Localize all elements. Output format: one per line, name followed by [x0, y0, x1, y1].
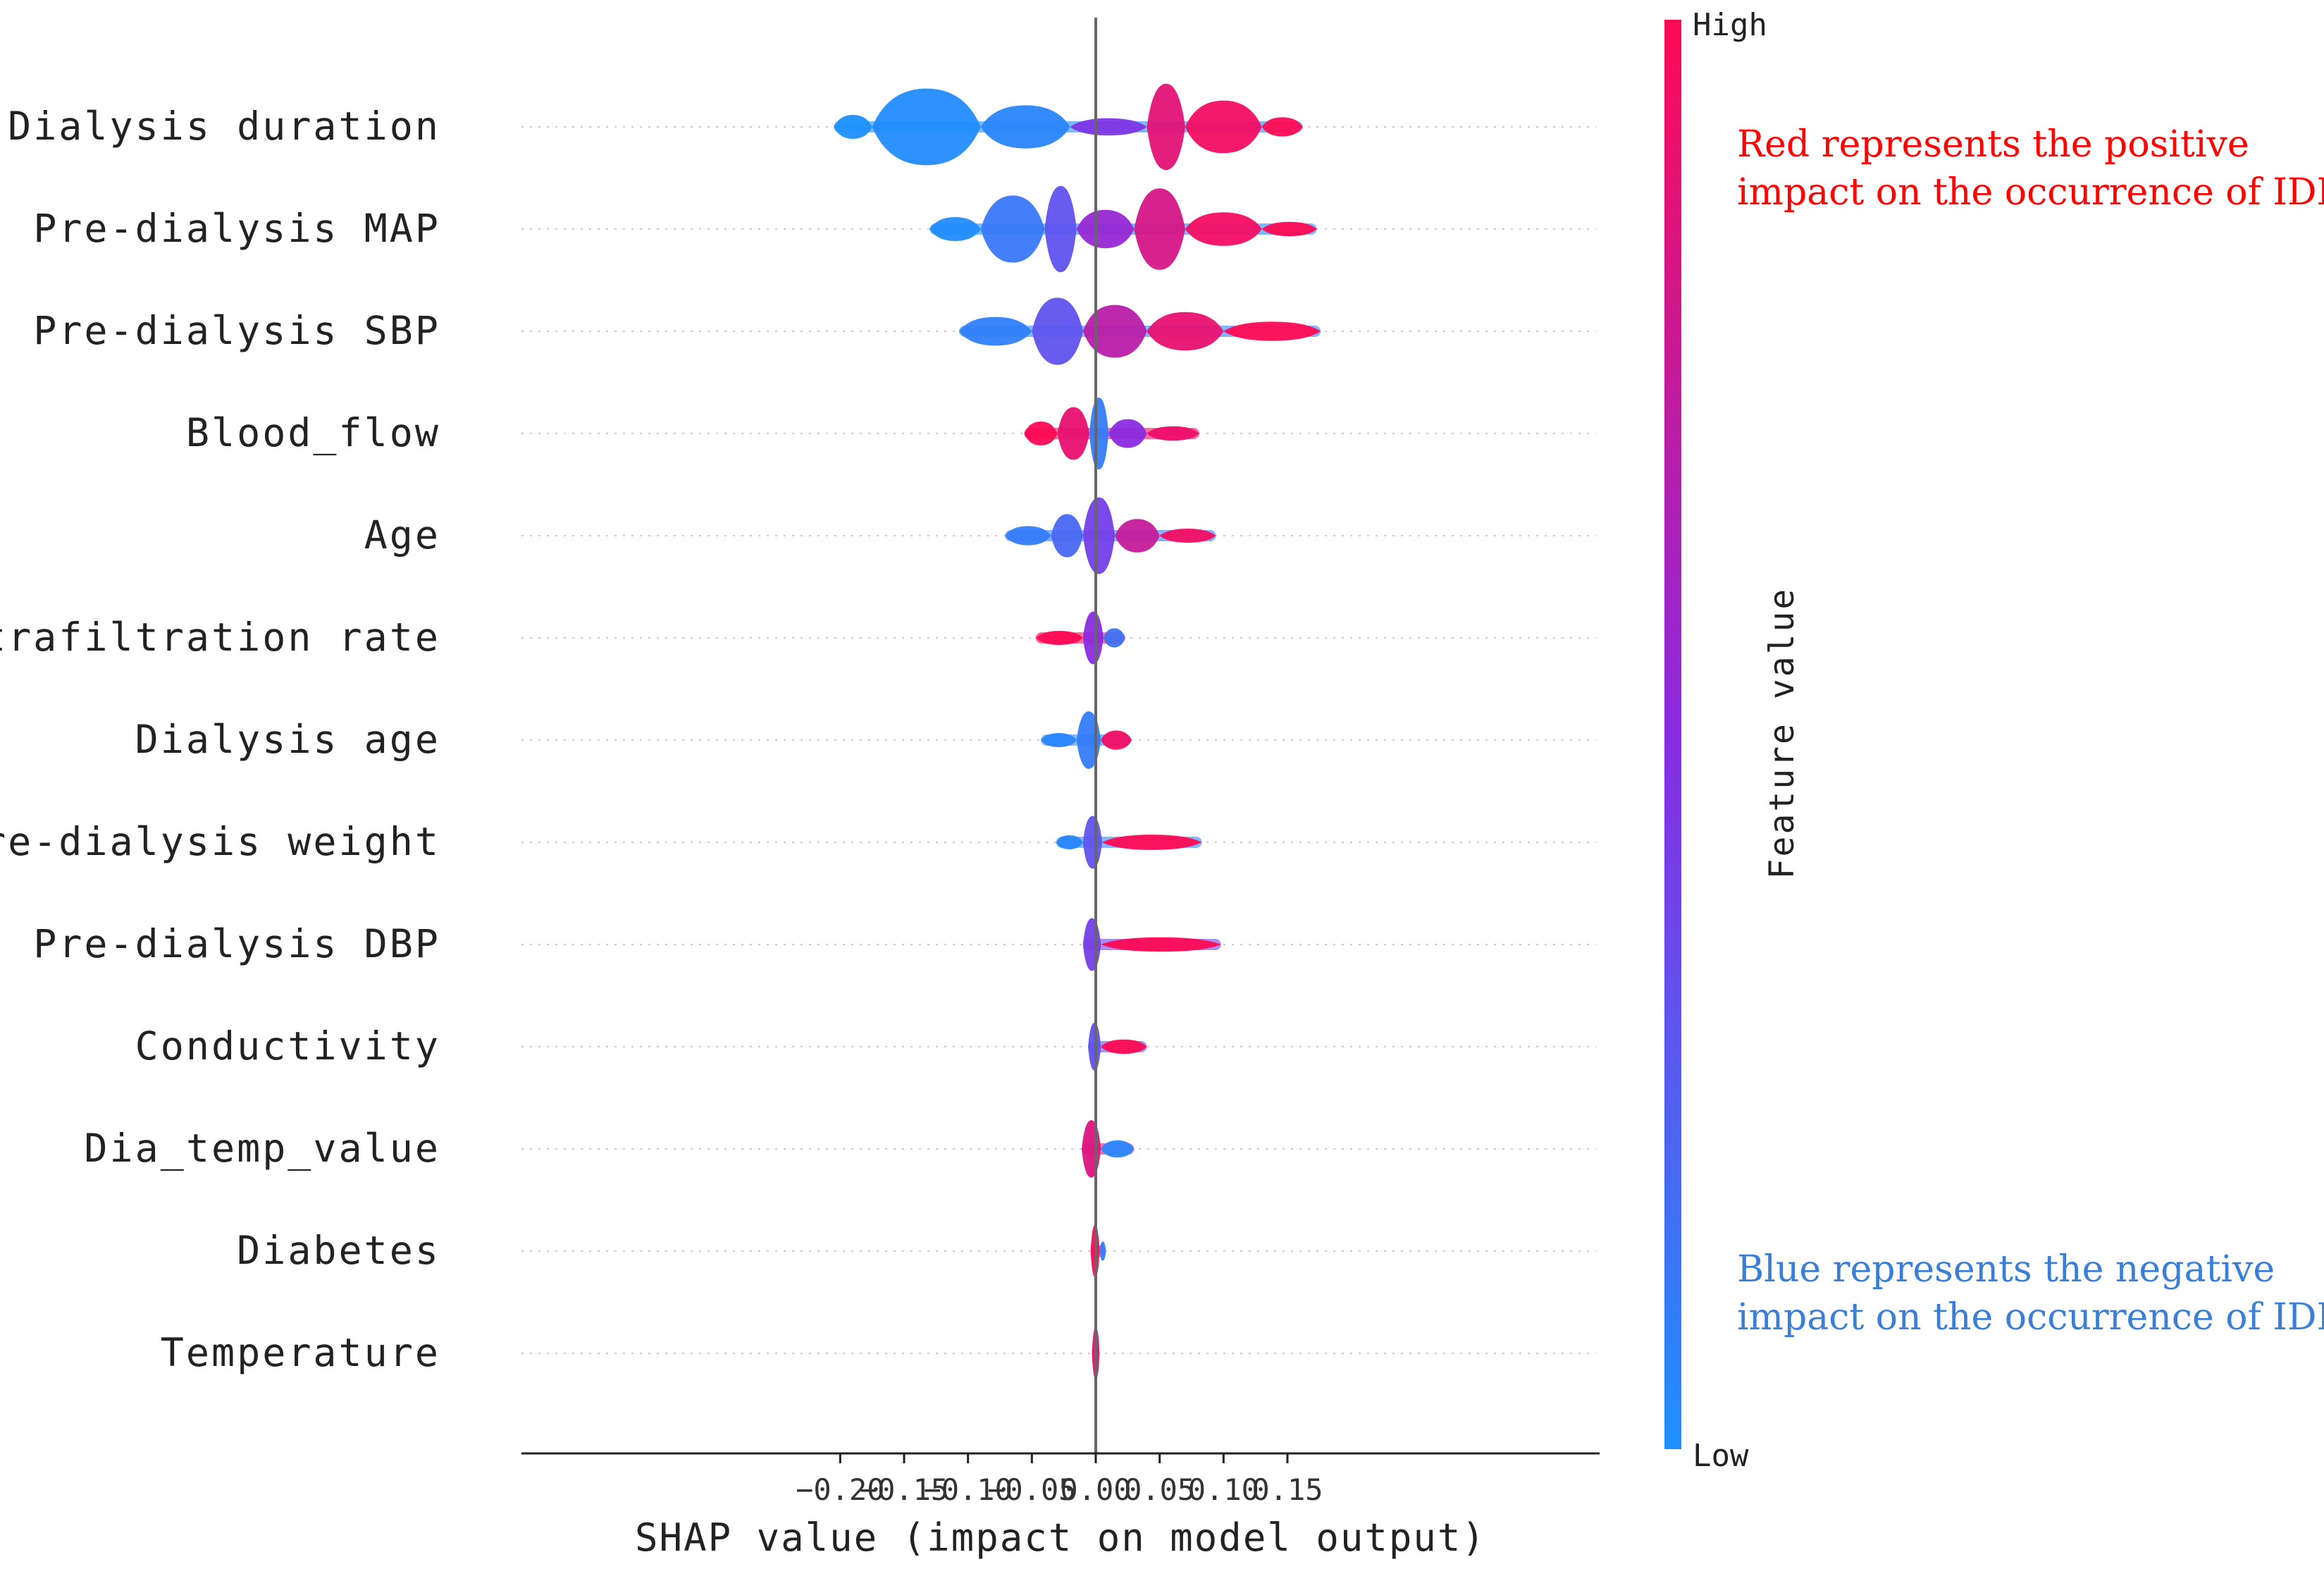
feature-label-pre-dialysis-weight: Pre-dialysis weight: [0, 819, 440, 864]
feature-label-pre-dialysis-dbp: Pre-dialysis DBP: [33, 921, 440, 966]
feature-gridlines: [521, 126, 1596, 1354]
feature-label-dialysis-age: Dialysis age: [135, 717, 440, 762]
colorbar-low-label: Low: [1693, 1438, 1749, 1474]
swarm-dialysis-age: [1041, 711, 1132, 769]
swarm-pre-dialysis-map: [929, 185, 1317, 273]
feature-label-blood-flow: Blood_flow: [186, 410, 440, 455]
swarm-segment-dialysis-duration-0: [834, 115, 872, 139]
swarm-segment-ultrafiltration-rate-1: [1082, 611, 1104, 665]
swarm-segment-age-2: [1082, 497, 1115, 574]
swarm-segment-dialysis-duration-3: [1070, 118, 1147, 136]
x-tick-label: 0.10: [1188, 1472, 1259, 1507]
negative-annotation-line-1: Blue represents the negative: [1737, 1248, 2275, 1291]
beeswarm-layer: [834, 83, 1321, 1380]
feature-label-diabetes: Diabetes: [237, 1228, 440, 1273]
swarm-segment-conductivity-1: [1101, 1039, 1147, 1054]
swarm-segment-pre-dialysis-map-0: [929, 217, 981, 241]
feature-label-conductivity: Conductivity: [135, 1023, 440, 1069]
swarm-segment-ultrafiltration-rate-0: [1035, 631, 1083, 645]
x-axis-title: SHAP value (impact on model output): [635, 1515, 1486, 1560]
swarm-segment-blood-flow-2: [1089, 398, 1109, 469]
swarm-segment-age-1: [1051, 514, 1083, 558]
swarm-ultrafiltration-rate: [1035, 611, 1125, 665]
swarm-segment-pre-dialysis-weight-1: [1082, 816, 1103, 869]
negative-annotation-line-2: impact on the occurrence of IDH: [1737, 1296, 2324, 1339]
x-tick-label: 0.05: [1124, 1472, 1195, 1507]
swarm-segment-blood-flow-1: [1057, 407, 1089, 460]
swarm-segment-dialysis-age-1: [1076, 711, 1101, 769]
swarm-blood-flow: [1024, 398, 1199, 469]
x-tick-label: −0.10: [923, 1472, 1012, 1507]
swarm-segment-dialysis-duration-4: [1146, 83, 1185, 171]
swarm-segment-pre-dialysis-weight-2: [1102, 835, 1202, 850]
swarm-segment-diabetes-1: [1099, 1241, 1106, 1261]
feature-label-dialysis-duration: Dialysis duration: [8, 104, 440, 149]
swarm-segment-dia-temp-value-0: [1082, 1120, 1101, 1178]
swarm-pre-dialysis-dbp: [1082, 918, 1221, 971]
swarm-segment-age-0: [1005, 526, 1051, 546]
swarm-dialysis-duration: [834, 83, 1303, 171]
swarm-segment-dialysis-age-2: [1101, 730, 1132, 750]
feature-label-temperature: Temperature: [161, 1330, 440, 1375]
swarm-age: [1005, 497, 1216, 574]
colorbar-high-label: High: [1693, 7, 1767, 43]
positive-annotation-line-1: Red represents the positive: [1737, 123, 2249, 166]
swarm-segment-age-4: [1159, 529, 1216, 543]
colorbar-title: Feature value: [1762, 587, 1802, 880]
swarm-segment-pre-dialysis-weight-0: [1056, 835, 1083, 849]
swarm-segment-dialysis-duration-1: [872, 88, 981, 166]
swarm-segment-pre-dialysis-map-2: [1044, 185, 1077, 273]
swarm-segment-pre-dialysis-dbp-0: [1082, 918, 1101, 971]
swarm-segment-pre-dialysis-map-6: [1261, 221, 1317, 237]
x-tick-label: 0.15: [1251, 1472, 1323, 1507]
swarm-segment-pre-dialysis-map-5: [1185, 212, 1262, 246]
swarm-segment-ultrafiltration-rate-2: [1103, 628, 1125, 648]
feature-labels: Dialysis duration Pre-dialysis MAP Pre-dia…: [0, 104, 440, 1375]
feature-label-pre-dialysis-map: Pre-dialysis MAP: [33, 206, 440, 251]
x-tick-label: 0.00: [1060, 1472, 1131, 1507]
swarm-segment-pre-dialysis-map-1: [980, 195, 1045, 263]
x-tick-label: −0.20: [796, 1472, 884, 1507]
swarm-segment-pre-dialysis-sbp-4: [1223, 321, 1321, 341]
swarm-segment-pre-dialysis-map-4: [1134, 188, 1185, 270]
feature-label-ultrafiltration-rate: Ultrafiltration rate: [0, 615, 440, 660]
swarm-segment-pre-dialysis-map-3: [1076, 209, 1135, 249]
x-axis-ticks: −0.20−0.15−0.10−0.050.000.050.100.15: [796, 1453, 1323, 1507]
swarm-pre-dialysis-sbp: [958, 297, 1321, 365]
swarm-segment-dialysis-duration-6: [1261, 117, 1303, 137]
positive-annotation-line-2: impact on the occurrence of IDH: [1737, 171, 2324, 214]
x-tick-label: −0.15: [860, 1472, 948, 1507]
swarm-diabetes: [1090, 1224, 1106, 1278]
swarm-segment-blood-flow-3: [1108, 419, 1147, 448]
swarm-segment-pre-dialysis-sbp-0: [958, 316, 1032, 346]
swarm-segment-pre-dialysis-sbp-1: [1032, 297, 1083, 365]
swarm-segment-pre-dialysis-sbp-2: [1082, 304, 1147, 358]
swarm-segment-dialysis-duration-2: [980, 105, 1070, 149]
swarm-segment-pre-dialysis-dbp-1: [1101, 937, 1221, 952]
swarm-segment-dialysis-age-0: [1041, 733, 1077, 747]
swarm-segment-blood-flow-4: [1146, 426, 1199, 441]
feature-label-pre-dialysis-sbp: Pre-dialysis SBP: [33, 308, 440, 353]
swarm-segment-dialysis-duration-5: [1185, 100, 1262, 154]
swarm-segment-dia-temp-value-1: [1101, 1140, 1135, 1158]
feature-label-age: Age: [364, 512, 440, 558]
swarm-dia-temp-value: [1082, 1120, 1135, 1178]
colorbar: [1664, 20, 1681, 1449]
swarm-segment-pre-dialysis-sbp-3: [1146, 312, 1224, 351]
swarm-segment-blood-flow-0: [1024, 422, 1058, 445]
swarm-segment-age-3: [1115, 519, 1160, 553]
swarm-pre-dialysis-weight: [1056, 816, 1202, 869]
x-tick-label: −0.05: [987, 1472, 1076, 1507]
feature-label-dia-temp-value: Dia_temp_value: [84, 1126, 440, 1171]
